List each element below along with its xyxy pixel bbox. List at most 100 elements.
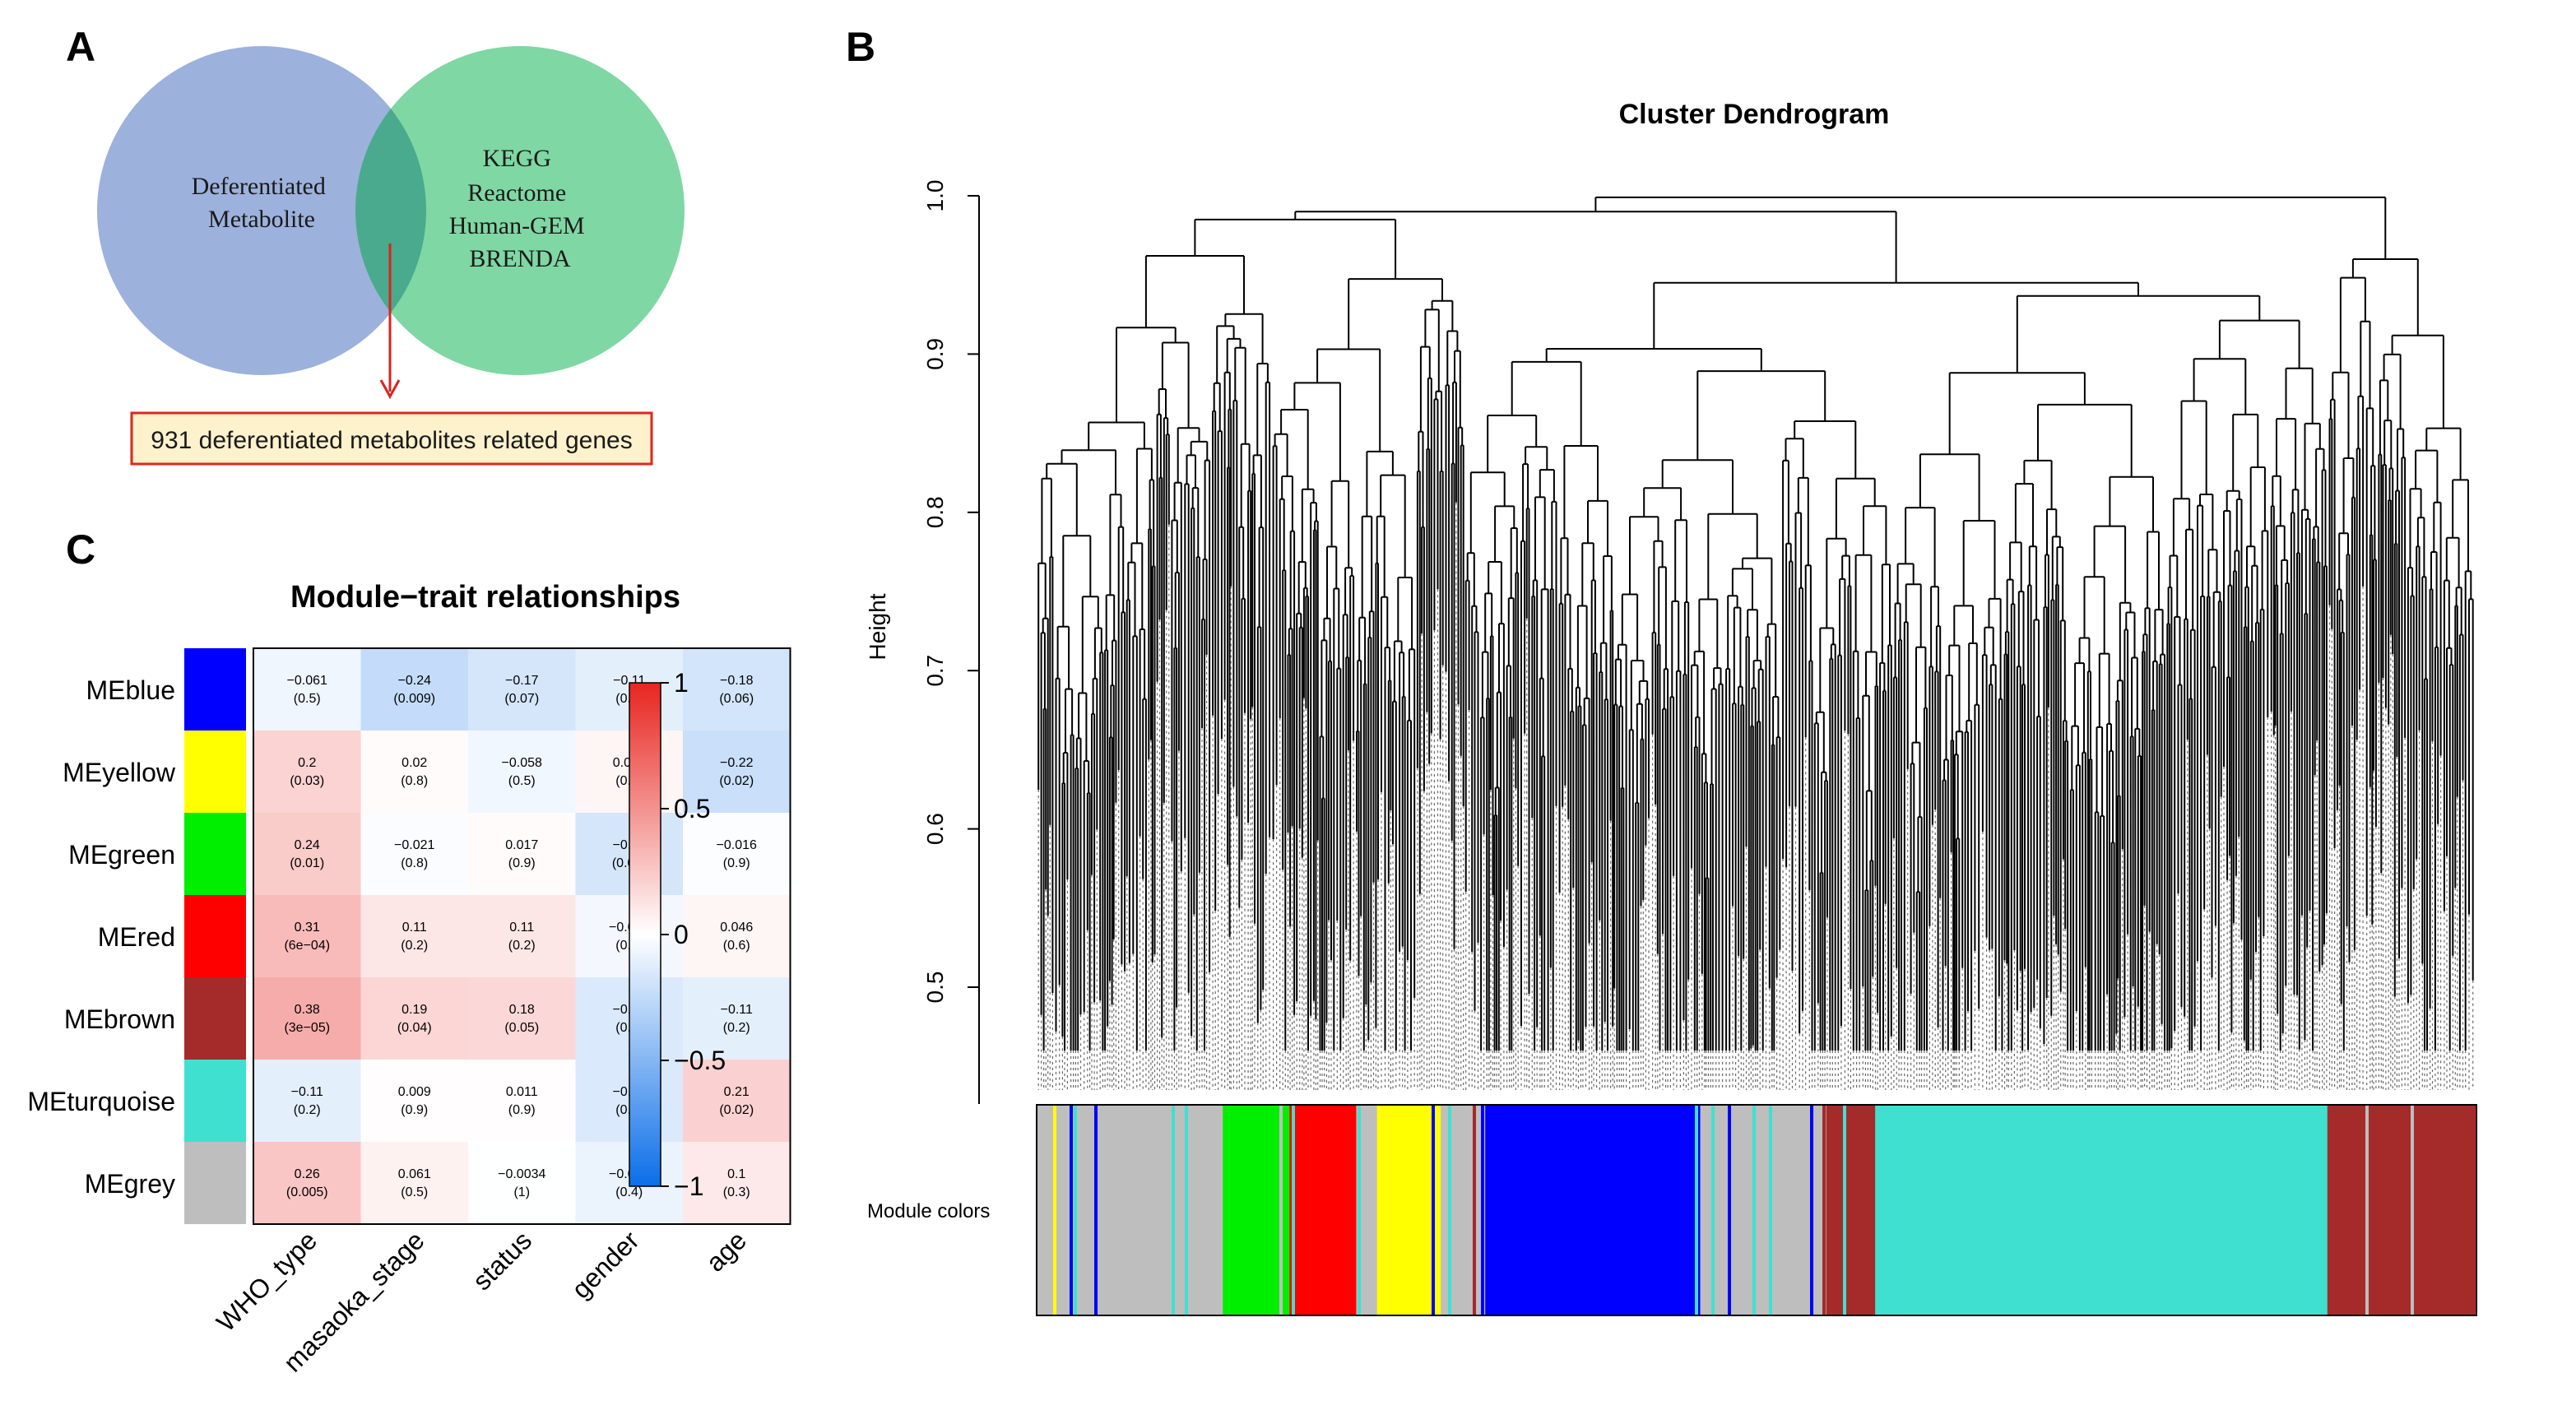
heatmap: MEblue −0.061 (0.5) −0.24 (0.009) −0.17 (0.07)… xyxy=(27,647,791,1378)
heatmap-border xyxy=(253,647,791,1225)
module-swatch xyxy=(184,813,246,895)
cell-correlation: 0.017 xyxy=(505,838,538,852)
module-colors-frame xyxy=(1036,1104,2477,1316)
module-color-stripe xyxy=(1752,1106,1756,1315)
venn-left-line-1: Deferentiated xyxy=(192,173,326,200)
venn-left-line-2: Metabolite xyxy=(208,206,315,233)
cell-correlation: 0.24 xyxy=(295,838,320,852)
panel-c: C Module−trait relationships MEblue −0.06… xyxy=(27,526,791,1378)
venn-left-label: Deferentiated Metabolite xyxy=(192,173,332,233)
cell-pvalue: (0.03) xyxy=(290,774,324,788)
module-color-brown xyxy=(2327,1106,2476,1315)
cell-pvalue: (3e−05) xyxy=(284,1021,330,1035)
cell-pvalue: (0.3) xyxy=(723,1185,750,1199)
module-color-turquoise xyxy=(1875,1106,2328,1315)
cell-correlation: 0.061 xyxy=(398,1167,431,1181)
module-color-stripe xyxy=(1695,1106,1698,1315)
cell-correlation: −0.11 xyxy=(721,1003,753,1017)
module-color-stripe xyxy=(1769,1106,1772,1315)
cell-pvalue: (0.8) xyxy=(401,774,428,788)
row-label: MEgreen xyxy=(68,840,175,870)
venn-right-label: KEGG Reactome Human-GEM BRENDA xyxy=(449,145,591,272)
cell-correlation: −0.17 xyxy=(505,674,539,688)
cell-correlation: −0.24 xyxy=(398,674,432,688)
heatmap-cell xyxy=(683,1142,791,1225)
cell-pvalue: (0.01) xyxy=(290,856,324,870)
venn-right-line-2: Reactome xyxy=(467,179,566,206)
module-color-stripe xyxy=(1094,1106,1098,1315)
y-tick-label: 0.8 xyxy=(922,496,948,528)
heatmap-cell xyxy=(468,1142,577,1225)
cell-pvalue: (0.2) xyxy=(723,1021,750,1035)
heatmap-cell xyxy=(253,648,362,731)
heatmap-cell xyxy=(683,1060,791,1143)
cell-correlation: 0.31 xyxy=(295,921,320,935)
heatmap-cell xyxy=(360,813,469,896)
heatmap-cell xyxy=(253,895,362,978)
cell-pvalue: (0.9) xyxy=(508,1103,536,1117)
venn-arrow-head xyxy=(379,379,401,400)
module-swatch xyxy=(184,977,246,1060)
colorbar-tick-label: 0.5 xyxy=(674,794,710,823)
row-label: MEred xyxy=(98,922,175,952)
venn-right-line-4: BRENDA xyxy=(469,245,571,272)
row-label: MEturquoise xyxy=(27,1087,175,1116)
y-tick-label: 0.9 xyxy=(922,338,948,370)
cell-pvalue: (0.009) xyxy=(393,692,435,706)
cell-correlation: −0.22 xyxy=(720,756,754,770)
module-color-stripe xyxy=(1292,1106,1295,1315)
heatmap-cell xyxy=(253,813,362,896)
cell-correlation: −0.061 xyxy=(287,674,327,688)
module-swatch xyxy=(184,731,246,813)
row-label: MEblue xyxy=(86,675,176,705)
cell-pvalue: (0.06) xyxy=(719,692,754,706)
cell-correlation: 0.009 xyxy=(398,1085,431,1099)
cell-pvalue: (0.2) xyxy=(294,1103,321,1117)
cell-pvalue: (0.07) xyxy=(504,692,539,706)
cell-pvalue: (6e−04) xyxy=(284,939,330,953)
colorbar-tick-label: 0 xyxy=(674,920,689,949)
cell-pvalue: (0.6) xyxy=(723,939,750,953)
heatmap-cell xyxy=(360,648,469,731)
module-color-grey xyxy=(1037,1106,1223,1315)
heatmap-cell xyxy=(468,1060,577,1143)
module-color-stripe xyxy=(1358,1106,1361,1315)
module-color-stripe xyxy=(1711,1106,1715,1315)
colorbar-tick-label: −1 xyxy=(674,1171,703,1201)
module-color-stripe xyxy=(1279,1106,1283,1315)
module-colors-bar xyxy=(1037,1106,2476,1315)
cell-pvalue: (0.02) xyxy=(719,1103,754,1117)
dendrogram-y-axis: 0.5 0.6 0.7 0.8 0.9 1.0 xyxy=(922,180,980,1104)
venn-right-line-1: KEGG xyxy=(483,145,551,172)
venn-right-line-3: Human-GEM xyxy=(449,212,585,239)
heatmap-cell xyxy=(253,1142,362,1225)
venn-left-circle xyxy=(97,46,426,375)
cell-pvalue: (0.9) xyxy=(508,856,536,870)
colorbar-tick-label: −0.5 xyxy=(674,1046,726,1075)
cell-pvalue: (0.2) xyxy=(401,939,428,953)
cell-pvalue: (0.2) xyxy=(508,939,536,953)
y-tick-label: 0.6 xyxy=(922,813,948,845)
module-color-stripe xyxy=(1822,1106,1826,1315)
heatmap-cell xyxy=(468,731,577,814)
module-color-green xyxy=(1223,1106,1290,1315)
module-color-stripe xyxy=(1448,1106,1451,1315)
dendrogram-tree xyxy=(1037,196,2474,1090)
module-color-stripe xyxy=(2365,1106,2369,1315)
panel-a: A Deferentiated Metabolite KEGG Reactome… xyxy=(66,24,685,466)
heatmap-cell xyxy=(683,895,791,978)
cell-correlation: 0.26 xyxy=(295,1167,320,1181)
cell-correlation: 0.38 xyxy=(295,1003,320,1017)
column-label: gender xyxy=(566,1225,645,1304)
cell-correlation: −0.016 xyxy=(717,838,757,852)
cell-correlation: −0.18 xyxy=(720,674,754,688)
cell-correlation: 0.011 xyxy=(506,1085,538,1099)
heatmap-cell xyxy=(468,895,577,978)
cell-pvalue: (0.9) xyxy=(401,1103,428,1117)
module-color-stripe xyxy=(1728,1106,1731,1315)
cell-correlation: 0.21 xyxy=(724,1085,750,1099)
dendrogram-leaf-guides xyxy=(1037,502,2474,1090)
dendrogram-title: Cluster Dendrogram xyxy=(1619,99,1890,130)
column-label: WHO_type xyxy=(211,1225,323,1337)
